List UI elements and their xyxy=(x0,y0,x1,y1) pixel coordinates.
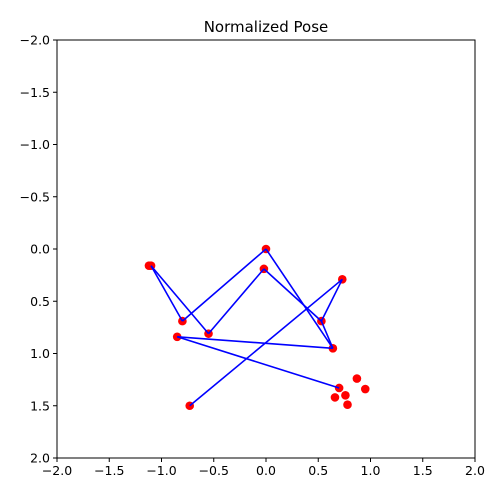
pose-point-13 xyxy=(330,393,340,402)
pose-point-15 xyxy=(343,400,352,410)
pose-point-11 xyxy=(352,374,362,383)
y-tick-label: −1.5 xyxy=(20,85,50,100)
y-tick-label: −2.0 xyxy=(20,33,50,48)
plot-frame xyxy=(56,39,476,459)
y-tick-label: 1.5 xyxy=(30,398,50,413)
y-tick-label: 2.0 xyxy=(30,451,50,466)
y-tick-label: 0.5 xyxy=(30,294,50,309)
x-tick-label: 0.0 xyxy=(256,463,276,478)
x-tick-label: 1.5 xyxy=(413,463,433,478)
x-tick-label: −1.5 xyxy=(94,463,124,478)
pose-point-10 xyxy=(334,383,344,393)
skeleton-line-8 xyxy=(320,320,334,349)
x-tick-label: 2.0 xyxy=(465,463,485,478)
pose-point-16 xyxy=(144,261,154,271)
skeleton-line-3 xyxy=(263,268,322,322)
skeleton-line-2 xyxy=(207,268,265,335)
pose-point-14 xyxy=(341,391,350,400)
skeleton-line-9 xyxy=(177,335,333,350)
skeleton-line-5 xyxy=(150,265,210,335)
skeleton-line-0 xyxy=(181,248,267,322)
x-tick-label: 1.0 xyxy=(361,463,381,478)
y-tick-label: 0.0 xyxy=(30,242,50,257)
skeleton-line-4 xyxy=(150,265,184,322)
plot-area xyxy=(144,244,370,411)
skeleton-line-6 xyxy=(320,278,344,322)
axes: −2.0 −1.5 −1.0 −0.5 0.0 0.5 1.0 1.5 2.0−2.0−1.5−… xyxy=(20,33,485,479)
x-tick-label: −0.5 xyxy=(199,463,229,478)
y-tick-label: 1.0 xyxy=(30,346,50,361)
x-tick-label: 0.5 xyxy=(308,463,328,478)
x-tick-label: −2.0 xyxy=(42,463,72,478)
y-tick-label: −0.5 xyxy=(20,189,50,204)
chart-title: Normalized Pose xyxy=(204,18,329,36)
y-tick-label: −1.0 xyxy=(20,137,50,152)
skeleton-line-7 xyxy=(189,278,343,407)
skeleton-line-10 xyxy=(176,336,340,389)
pose-point-12 xyxy=(360,384,370,394)
skeleton-line-1 xyxy=(265,248,334,349)
x-tick-label: −1.0 xyxy=(146,463,176,478)
